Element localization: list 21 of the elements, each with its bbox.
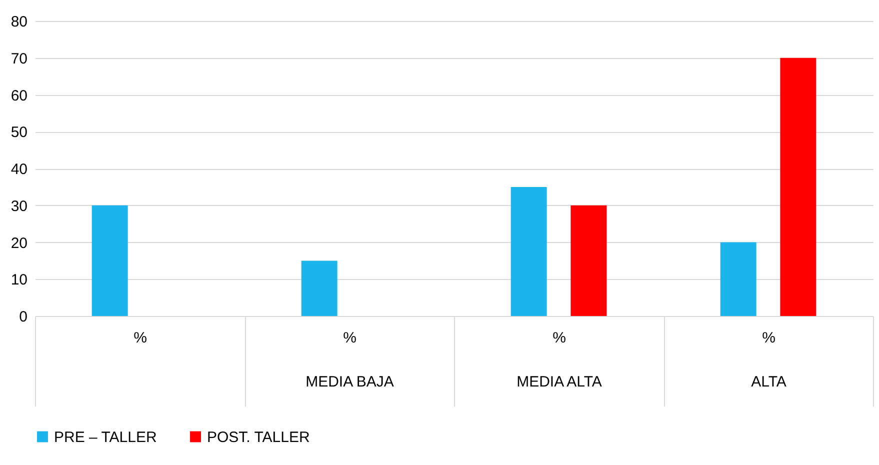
- y-tick-label: 30: [10, 198, 28, 215]
- y-tick-label: 80: [10, 14, 28, 30]
- y-tick-label: 50: [10, 124, 28, 142]
- bar: [301, 260, 338, 316]
- bar: [720, 242, 756, 316]
- category-label: % MEDIA BAJA: [306, 330, 394, 390]
- bar: [780, 58, 816, 316]
- y-tick-label: 40: [10, 161, 28, 178]
- y-tick-label: 70: [10, 50, 28, 68]
- y-tick-label: 0: [19, 308, 28, 326]
- y-tick-label: 20: [10, 234, 28, 252]
- bar: [92, 205, 128, 316]
- legend-label: PRE – TALLER: [54, 428, 157, 446]
- bar: [510, 186, 547, 316]
- y-tick-label: 10: [10, 272, 28, 289]
- legend-label: POST. TALLER: [207, 428, 310, 446]
- x-tick-label: %: [134, 330, 147, 346]
- category-label: % ALTA: [751, 330, 786, 390]
- category-label: % MEDIA ALTA: [516, 330, 602, 390]
- bar: [570, 205, 607, 316]
- y-tick-label: 60: [10, 87, 28, 104]
